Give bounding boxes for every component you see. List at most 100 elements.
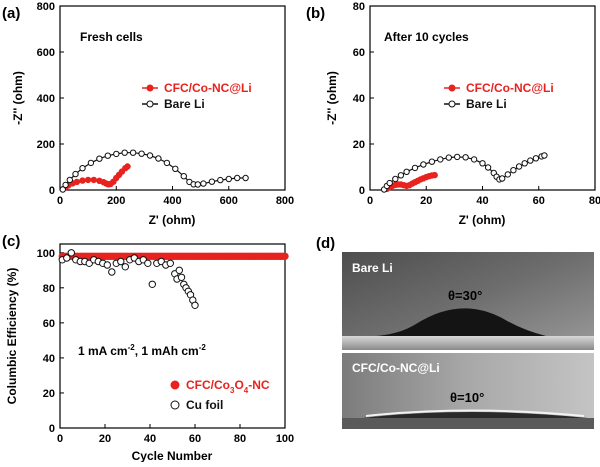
xtick-label-c-3: 60 bbox=[189, 433, 201, 445]
xtick-label-c-5: 100 bbox=[276, 433, 294, 445]
ytick-label-a-0: 0 bbox=[49, 185, 55, 197]
point-b-1-14 bbox=[479, 160, 486, 167]
point-a-0-7 bbox=[90, 176, 98, 184]
point-a-1-3 bbox=[72, 170, 79, 178]
point-b-1-10 bbox=[445, 154, 452, 161]
panel-letter-b: (b) bbox=[306, 5, 325, 22]
point-a-1-5 bbox=[87, 159, 95, 167]
legend-marker-cfc-b bbox=[448, 84, 456, 92]
point-a-0-5 bbox=[79, 177, 86, 184]
point-a-1-19 bbox=[194, 181, 202, 188]
droplet-top bbox=[376, 308, 546, 336]
point-c-1-19 bbox=[144, 259, 152, 267]
point-c-1-13 bbox=[117, 257, 125, 266]
point-b-1-7 bbox=[420, 161, 427, 168]
point-a-1-4 bbox=[79, 165, 86, 172]
xtick-label-c-1: 20 bbox=[99, 433, 111, 445]
point-b-1-24 bbox=[527, 157, 534, 164]
ylabel-a: -Z'' (ohm) bbox=[11, 71, 25, 125]
point-b-1-9 bbox=[437, 156, 444, 163]
photo-label-bottom: CFC/Co-NC@Li bbox=[352, 361, 440, 375]
point-b-1-11 bbox=[454, 153, 461, 161]
ytick-label-b-4: 80 bbox=[353, 1, 365, 13]
point-a-1-23 bbox=[225, 175, 233, 183]
ylabel-b: -Z'' (ohm) bbox=[325, 71, 339, 125]
point-b-1-3 bbox=[392, 175, 399, 183]
panel-letter-a: (a) bbox=[2, 5, 20, 22]
point-c-1-11 bbox=[108, 268, 116, 276]
panel-letter-d: (d) bbox=[316, 235, 335, 252]
xtick-label-b-2: 40 bbox=[476, 195, 488, 207]
xtick-label-a-2: 400 bbox=[163, 195, 181, 207]
point-a-0-18 bbox=[124, 163, 131, 170]
point-a-1-10 bbox=[129, 149, 137, 156]
point-c-1-28 bbox=[177, 273, 186, 281]
xtick-label-a-4: 800 bbox=[276, 195, 294, 207]
ytick-label-c-3: 60 bbox=[43, 318, 55, 330]
point-c-1-24 bbox=[166, 259, 175, 267]
ytick-label-c-1: 20 bbox=[43, 388, 55, 400]
point-a-1-11 bbox=[138, 150, 145, 157]
ticks-a: 0 200 400 600 800 0 200 400 600 800 bbox=[37, 1, 295, 207]
point-b-1-2 bbox=[386, 179, 393, 187]
xtick-label-c-4: 80 bbox=[234, 433, 246, 445]
point-b-1-25 bbox=[532, 155, 540, 162]
legend-label-cfc-a: CFC/Co-NC@Li bbox=[164, 81, 252, 95]
stage-top bbox=[342, 336, 594, 350]
legend-marker-bare-b bbox=[448, 100, 456, 108]
point-a-1-21 bbox=[208, 178, 216, 185]
legend-marker-cfc-a bbox=[146, 84, 154, 92]
point-b-1-19 bbox=[499, 175, 506, 182]
annotation-a: Fresh cells bbox=[80, 30, 143, 44]
legend-a: CFC/Co-NC@Li Bare Li bbox=[142, 81, 252, 111]
legend-label-bare-a: Bare Li bbox=[164, 97, 205, 111]
point-b-1-27 bbox=[541, 152, 548, 159]
legend-marker-cfc-c bbox=[170, 380, 180, 390]
panel-a: (a) 0 200 400 600 800 0 200 400 600 800 Fresh cel… bbox=[2, 1, 294, 227]
legend-label-cufoil-c: Cu foil bbox=[186, 398, 223, 412]
point-b-1-8 bbox=[428, 158, 436, 165]
ytick-label-b-0: 0 bbox=[359, 185, 365, 197]
ylabel-c: Columbic Efficiency (%) bbox=[5, 268, 19, 405]
xlabel-a: Z' (ohm) bbox=[149, 213, 196, 227]
plot-frame-c bbox=[59, 243, 286, 429]
point-b-1-22 bbox=[515, 163, 523, 170]
series-line-a-1 bbox=[62, 152, 246, 190]
point-a-1-20 bbox=[200, 180, 207, 187]
xtick-label-b-4: 80 bbox=[589, 195, 600, 207]
point-b-1-23 bbox=[521, 160, 528, 167]
point-c-1-34 bbox=[191, 301, 199, 309]
stage-bottom bbox=[342, 418, 594, 429]
panel-d: (d) Bare Li θ=30° CFC/Co-NC@Li θ=10° bbox=[316, 235, 594, 429]
point-a-1-22 bbox=[217, 176, 224, 184]
xtick-label-b-1: 20 bbox=[420, 195, 432, 207]
ytick-label-b-1: 20 bbox=[353, 139, 365, 151]
point-a-0-6 bbox=[84, 176, 92, 184]
points-c bbox=[58, 249, 289, 309]
ytick-label-a-1: 200 bbox=[37, 139, 55, 151]
ytick-label-c-4: 80 bbox=[43, 283, 55, 295]
point-a-1-12 bbox=[146, 152, 154, 159]
xtick-label-a-0: 0 bbox=[57, 195, 63, 207]
ytick-label-a-4: 800 bbox=[37, 1, 55, 13]
ytick-label-c-0: 0 bbox=[49, 423, 55, 435]
point-b-1-12 bbox=[462, 154, 469, 161]
droplet-bottom-highlight bbox=[365, 409, 585, 417]
ticks-b: 0 20 40 60 80 0 20 40 60 80 bbox=[353, 1, 600, 207]
xtick-label-c-0: 0 bbox=[57, 433, 63, 445]
photo-angle-bottom: θ=10° bbox=[450, 390, 484, 405]
photo-angle-top: θ=30° bbox=[448, 288, 482, 303]
point-a-1-13 bbox=[155, 155, 162, 162]
legend-label-cfc-b: CFC/Co-NC@Li bbox=[466, 81, 554, 95]
points-a bbox=[59, 149, 249, 193]
point-b-1-5 bbox=[403, 168, 410, 176]
point-a-1-8 bbox=[113, 150, 120, 158]
point-b-1-4 bbox=[397, 172, 405, 179]
point-b-1-6 bbox=[411, 164, 419, 172]
legend-b: CFC/Co-NC@Li Bare Li bbox=[444, 81, 554, 111]
xlabel-b: Z' (ohm) bbox=[459, 213, 506, 227]
point-b-1-13 bbox=[470, 156, 478, 163]
point-a-1-25 bbox=[242, 174, 249, 182]
photo-divider bbox=[342, 350, 594, 353]
